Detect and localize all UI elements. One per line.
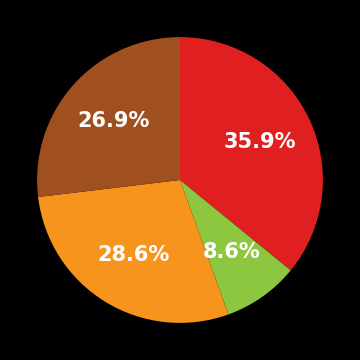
Text: 28.6%: 28.6% <box>97 246 170 265</box>
Wedge shape <box>180 37 323 270</box>
Wedge shape <box>180 180 291 314</box>
Text: 26.9%: 26.9% <box>77 111 150 131</box>
Wedge shape <box>37 37 180 197</box>
Text: 8.6%: 8.6% <box>202 242 260 262</box>
Wedge shape <box>38 180 228 323</box>
Text: 35.9%: 35.9% <box>224 132 296 152</box>
